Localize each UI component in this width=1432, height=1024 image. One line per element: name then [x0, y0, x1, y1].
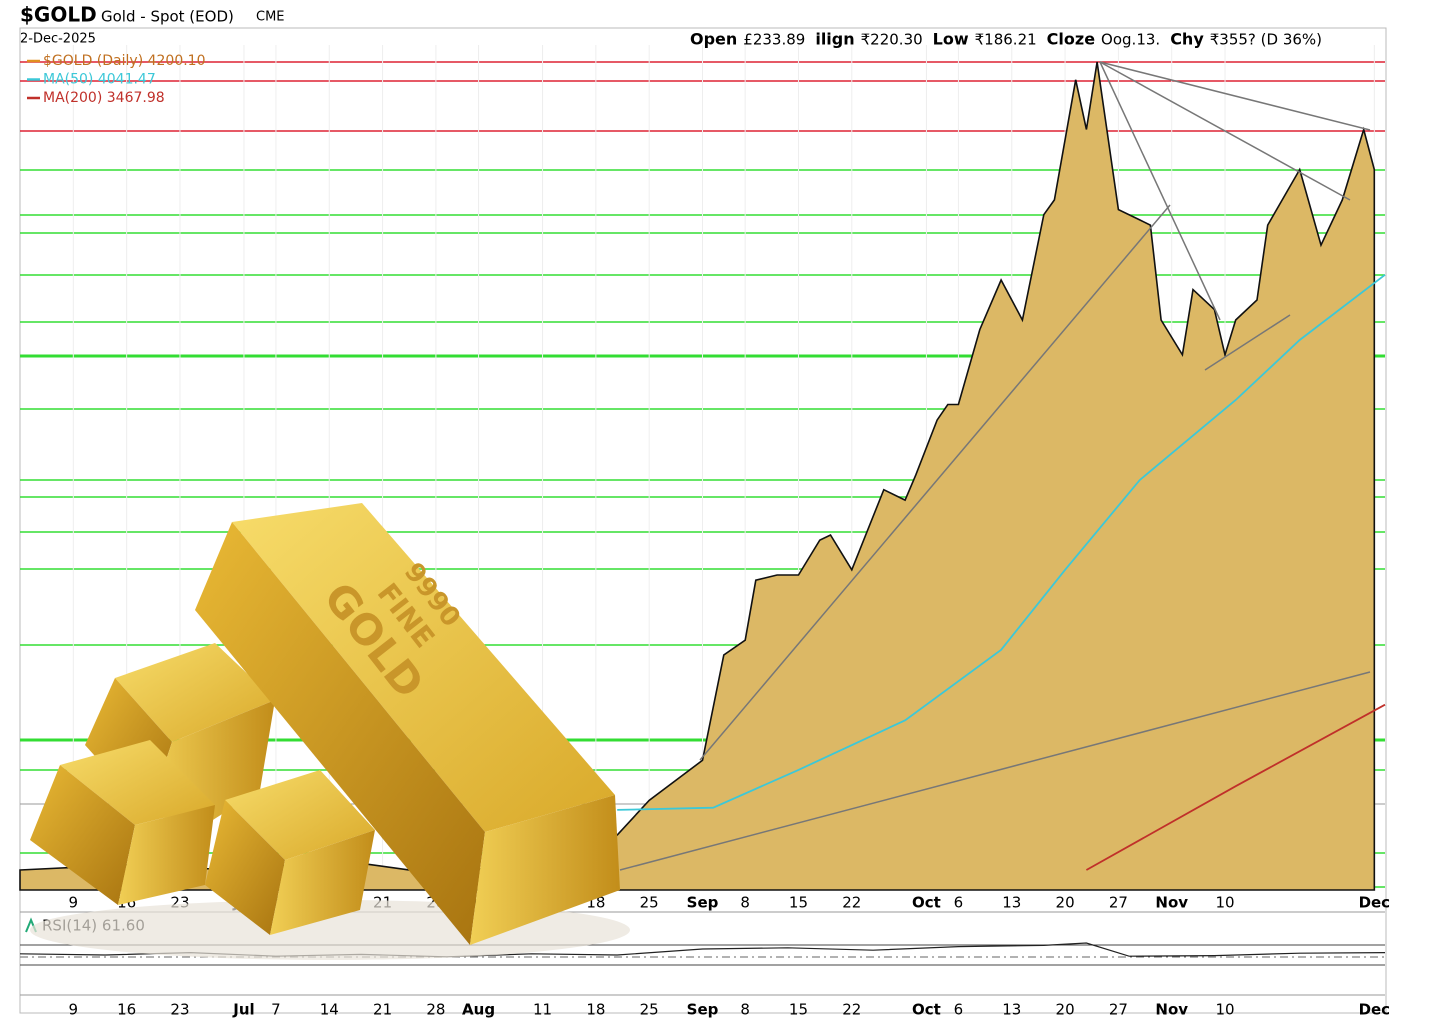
- x-tick-label: 23: [170, 1001, 189, 1019]
- x-tick-label: 9: [69, 894, 79, 912]
- trend-line: [1099, 61, 1221, 321]
- x-tick-label: 6: [954, 894, 964, 912]
- header-label: ilign: [815, 30, 854, 49]
- x-tick-label: 8: [740, 894, 750, 912]
- x-tick-label: Aug: [462, 1001, 495, 1019]
- header-value: Oog.13.: [1101, 31, 1160, 49]
- header-label: Open: [690, 30, 737, 49]
- legend-label: $GOLD (Daily) 4200.10: [43, 53, 206, 69]
- header-label: Chy: [1170, 30, 1204, 49]
- x-tick-label: Jul: [232, 1001, 254, 1019]
- ma-line: [617, 274, 1386, 811]
- x-tick-label: Sep: [687, 1001, 719, 1019]
- x-tick-label: 20: [1056, 894, 1075, 912]
- trend-line: [619, 671, 1371, 871]
- x-tick-label: 11: [533, 1001, 552, 1019]
- chart-title: $GOLD: [20, 3, 97, 27]
- x-tick-label: 25: [640, 894, 659, 912]
- trend-line: [699, 204, 1171, 761]
- gold-bars-image: [30, 503, 630, 960]
- legend-label: MA(50) 4041.47: [43, 72, 156, 88]
- x-tick-label: 9: [69, 1001, 79, 1019]
- legend: $GOLD (Daily) 4200.10 MA(50) 4041.47 MA(20…: [27, 53, 206, 106]
- x-tick-label: 8: [740, 1001, 750, 1019]
- trend-line: [1099, 61, 1371, 131]
- chart-subtitle: Gold - Spot (EOD): [101, 8, 234, 26]
- x-tick-label: Nov: [1155, 1001, 1188, 1019]
- x-tick-label: 15: [789, 894, 808, 912]
- x-tick-label: Oct: [912, 1001, 941, 1019]
- header-value: ₹220.30: [861, 31, 923, 49]
- header-value: ₹186.21: [975, 31, 1037, 49]
- x-tick-label: 22: [842, 894, 861, 912]
- x-tick-label: 16: [117, 1001, 136, 1019]
- plot: 9 16 23 Jul 7 14 21 28 Aug 11 18 25 Sep 8 15 22 Oct 6 13 20…: [19, 45, 1391, 1019]
- x-tick-label: 13: [1002, 894, 1021, 912]
- x-tick-label: 10: [1215, 894, 1234, 912]
- x-tick-label: 20: [1056, 1001, 1075, 1019]
- x-tick-label: 28: [426, 1001, 445, 1019]
- header-value: £233.89: [743, 31, 805, 49]
- x-tick-label: Nov: [1155, 894, 1188, 912]
- x-tick-label: 27: [1109, 1001, 1128, 1019]
- exchange: CME: [256, 10, 285, 25]
- x-tick-label: 7: [271, 1001, 281, 1019]
- x-tick-label: 15: [789, 1001, 808, 1019]
- x-tick-label: Oct: [912, 894, 941, 912]
- ma-line: [1085, 703, 1386, 871]
- x-tick-label: Dec: [1359, 894, 1391, 912]
- x-tick-label: 25: [640, 1001, 659, 1019]
- x-tick-label: 18: [586, 1001, 605, 1019]
- x-tick-label: Dec: [1359, 1001, 1391, 1019]
- x-tick-label: 27: [1109, 894, 1128, 912]
- trend-line: [1099, 61, 1351, 201]
- x-tick-label: Sep: [687, 894, 719, 912]
- x-tick-label: 21: [373, 1001, 392, 1019]
- header-label: Low: [933, 30, 969, 49]
- trend-line: [1204, 314, 1291, 371]
- legend-label: MA(200) 3467.98: [43, 90, 165, 106]
- price-area: [19, 61, 1376, 891]
- x-tick-label: 6: [954, 1001, 964, 1019]
- header-label: Cloze: [1047, 30, 1096, 49]
- date: 2-Dec-2025: [20, 32, 96, 47]
- x-tick-label: 10: [1215, 1001, 1234, 1019]
- x-tick-label: 13: [1002, 1001, 1021, 1019]
- header-value: ₹355? (D 36%): [1210, 31, 1322, 49]
- header: Open £233.89 ilign ₹220.30 Low ₹186.21 Cloze Oo…: [690, 30, 1322, 49]
- x-tick-label: 22: [842, 1001, 861, 1019]
- x-tick-label: 14: [320, 1001, 339, 1019]
